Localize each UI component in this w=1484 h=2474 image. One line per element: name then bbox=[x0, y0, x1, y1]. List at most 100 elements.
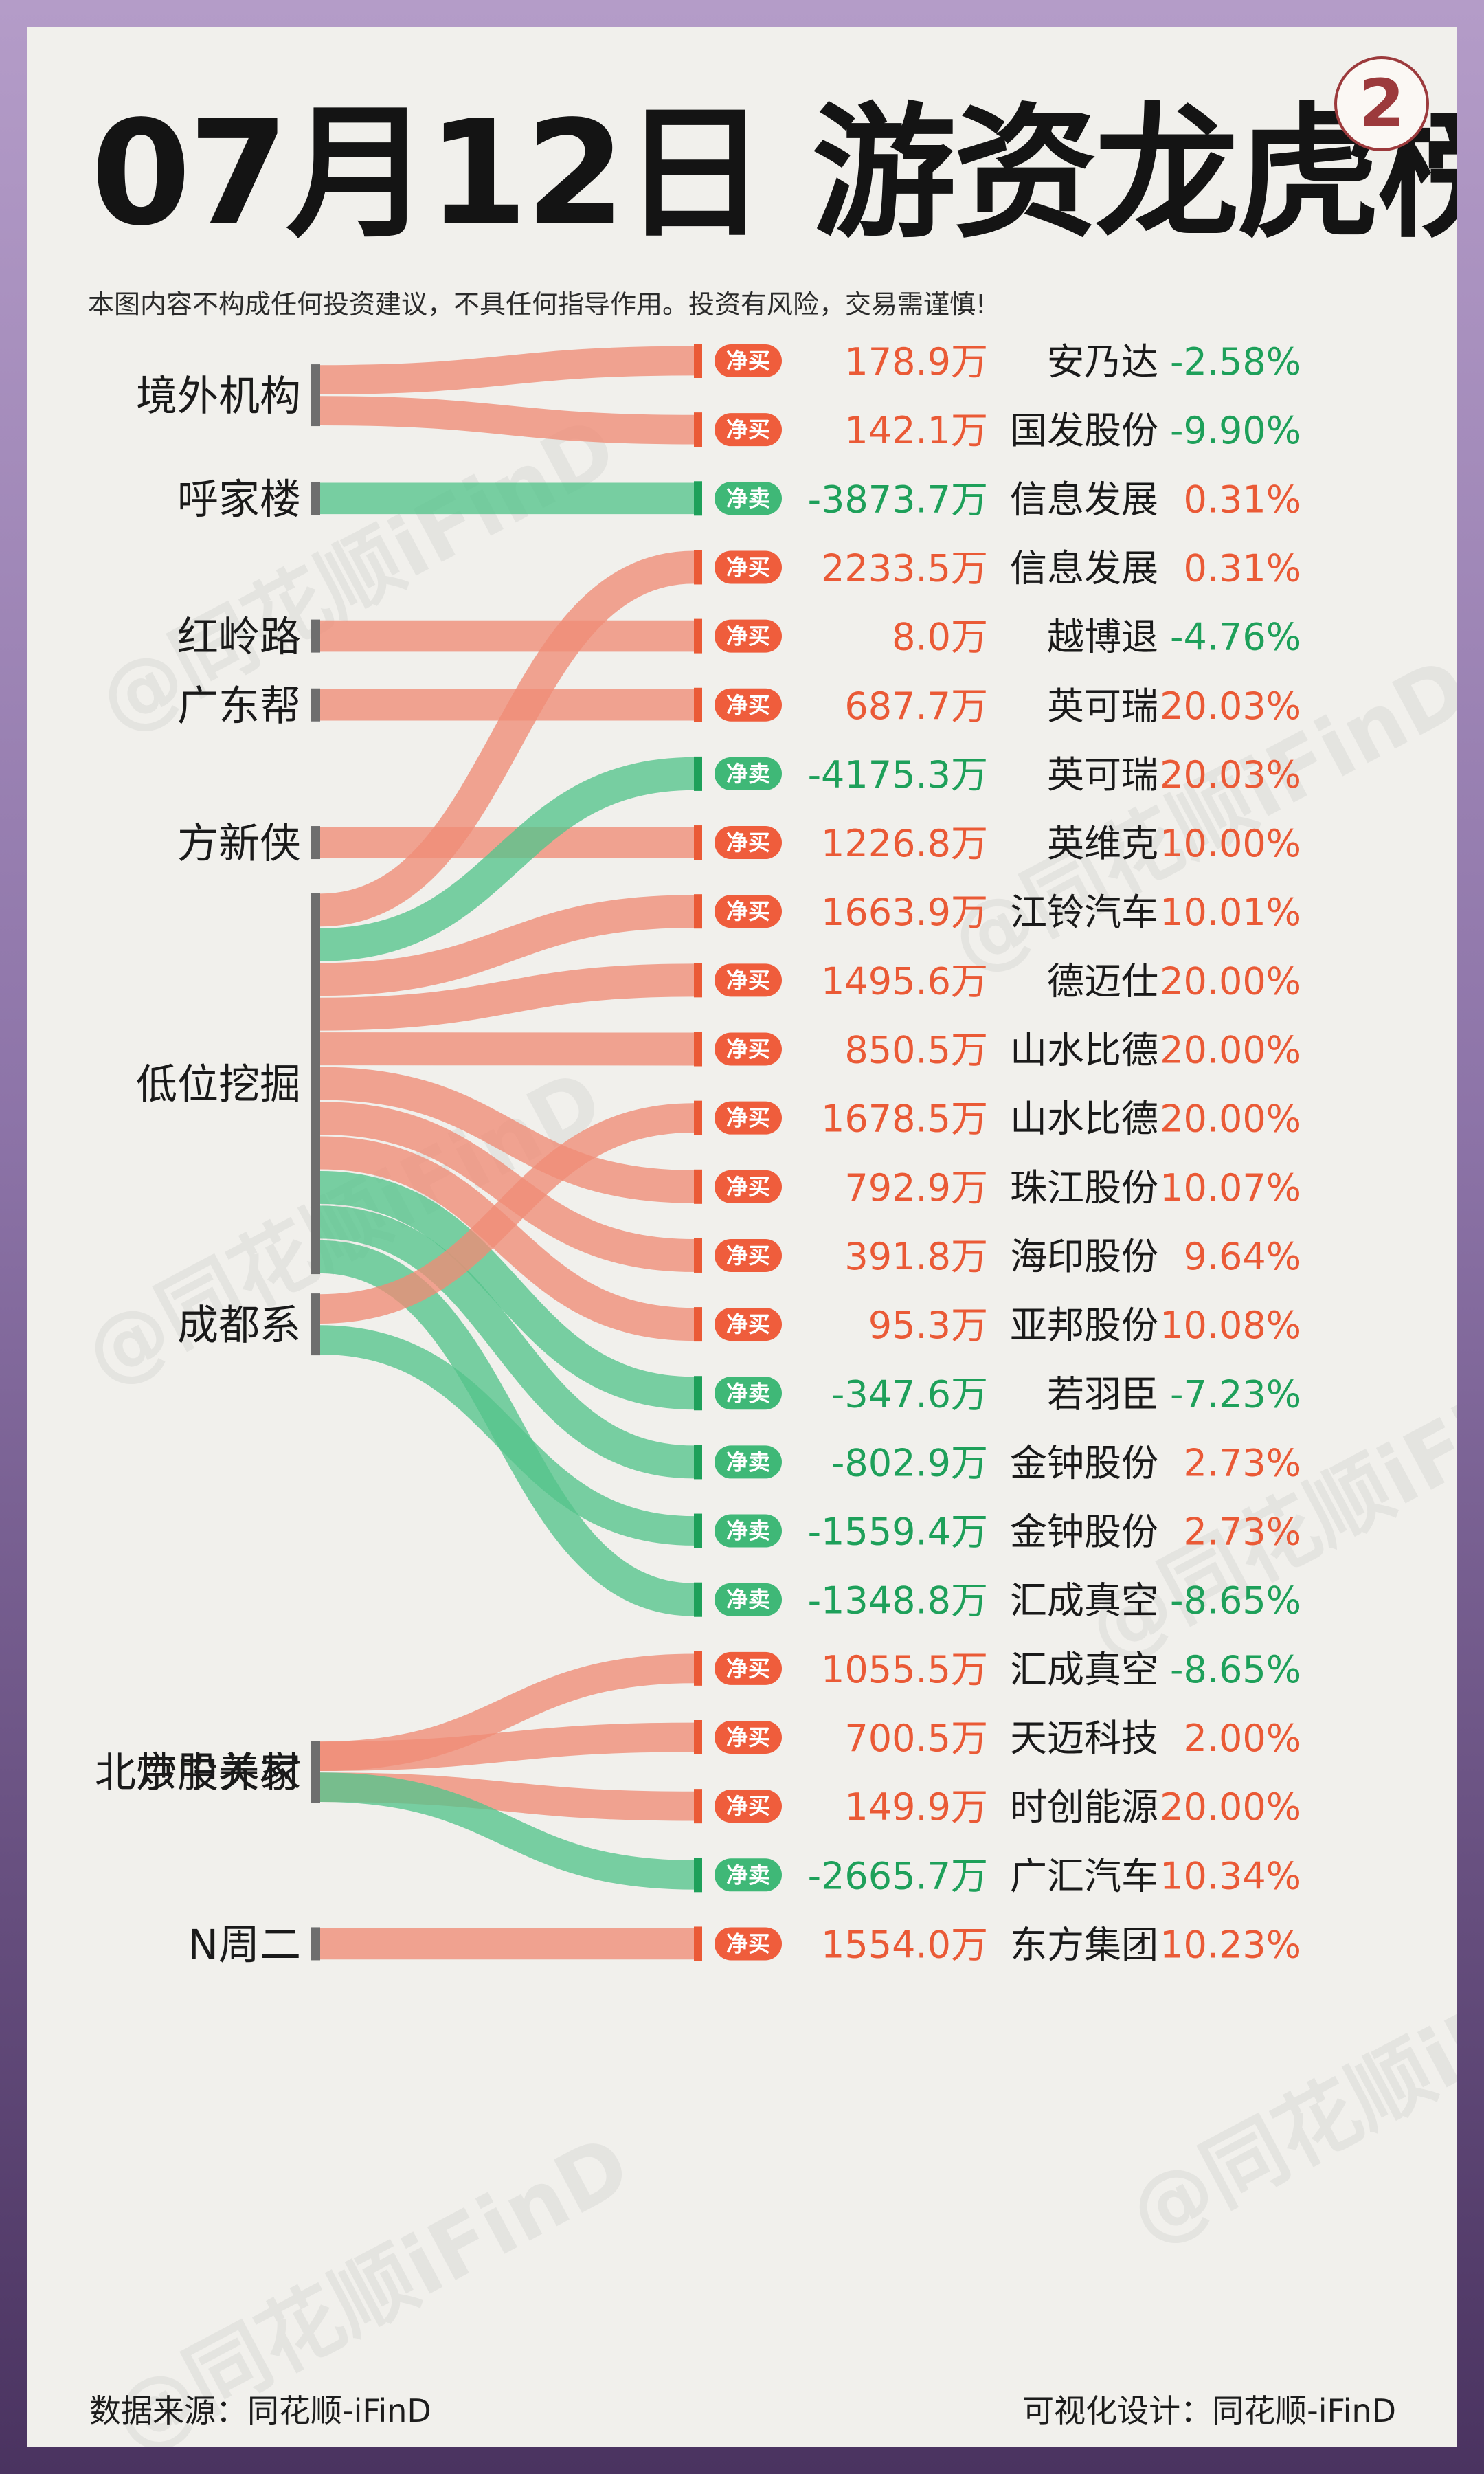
amount-label: 178.9万 bbox=[844, 340, 988, 383]
amount-label: 700.5万 bbox=[844, 1717, 988, 1760]
net-buy-pill bbox=[715, 1790, 782, 1823]
action-label: 净买 bbox=[726, 967, 770, 993]
change-pct-label: 20.03% bbox=[1160, 684, 1301, 728]
target-row: 净买 850.5万 山水比德 20.00% bbox=[694, 1029, 1301, 1072]
source-bar bbox=[311, 364, 320, 427]
source-label: 境外机构 bbox=[136, 372, 301, 421]
net-sell-pill bbox=[715, 1858, 782, 1892]
amount-label: 1495.6万 bbox=[821, 959, 988, 1003]
amount-label: 850.5万 bbox=[844, 1029, 988, 1072]
stock-name-label: 汇成真空 bbox=[1010, 1579, 1158, 1623]
target-marker bbox=[694, 1100, 702, 1135]
change-pct-label: -7.23% bbox=[1170, 1372, 1301, 1416]
amount-label: 1678.5万 bbox=[821, 1097, 988, 1141]
change-pct-label: 2.73% bbox=[1183, 1441, 1301, 1484]
amount-label: -802.9万 bbox=[831, 1441, 988, 1484]
flow-band bbox=[319, 1102, 695, 1272]
action-label: 净买 bbox=[726, 1036, 770, 1062]
action-label: 净买 bbox=[726, 348, 770, 374]
action-label: 净卖 bbox=[726, 1380, 770, 1406]
stock-name-label: 越博退 bbox=[1047, 616, 1158, 659]
net-sell-pill bbox=[715, 1514, 782, 1548]
source-bar bbox=[311, 619, 320, 653]
action-label: 净买 bbox=[726, 1242, 770, 1269]
net-buy-pill bbox=[715, 413, 782, 447]
target-marker bbox=[694, 1307, 702, 1342]
change-pct-label: 2.73% bbox=[1183, 1511, 1301, 1554]
action-label: 净买 bbox=[726, 416, 770, 443]
flow-band bbox=[319, 346, 695, 394]
target-marker bbox=[694, 344, 702, 378]
target-marker bbox=[694, 1858, 702, 1893]
target-row: 净买 792.9万 珠江股份 10.07% bbox=[694, 1166, 1301, 1210]
flow-band bbox=[319, 550, 695, 927]
action-label: 净卖 bbox=[726, 761, 770, 787]
design-credit-text: 可视化设计：同花顺-iFinD bbox=[1022, 2392, 1396, 2429]
stock-name-label: 英可瑞 bbox=[1047, 684, 1158, 728]
target-row: 净买 2233.5万 信息发展 0.31% bbox=[694, 546, 1301, 590]
stock-name-label: 信息发展 bbox=[1010, 478, 1158, 521]
action-label: 净买 bbox=[726, 623, 770, 649]
flow-band bbox=[319, 1067, 695, 1203]
source-bar bbox=[311, 688, 320, 722]
net-buy-pill bbox=[715, 895, 782, 928]
target-marker bbox=[694, 550, 702, 585]
net-buy-pill bbox=[715, 1238, 782, 1272]
net-buy-pill bbox=[715, 826, 782, 860]
target-marker bbox=[694, 618, 702, 654]
change-pct-label: 20.00% bbox=[1160, 1029, 1301, 1072]
stock-name-label: 海印股份 bbox=[1010, 1235, 1158, 1278]
source-label: 低位挖掘 bbox=[136, 1061, 301, 1109]
target-marker bbox=[694, 1651, 702, 1686]
target-marker bbox=[694, 1445, 702, 1480]
change-pct-label: 0.31% bbox=[1183, 478, 1301, 521]
change-pct-label: -4.76% bbox=[1170, 616, 1301, 659]
target-row: 净买 687.7万 英可瑞 20.03% bbox=[694, 684, 1301, 728]
flow-band bbox=[319, 396, 695, 445]
target-row: 净买 700.5万 天迈科技 2.00% bbox=[694, 1717, 1301, 1760]
amount-label: 1055.5万 bbox=[821, 1648, 988, 1691]
stock-name-label: 汇成真空 bbox=[1010, 1648, 1158, 1691]
target-row: 净卖 -2665.7万 广汇汽车 10.34% bbox=[694, 1854, 1301, 1897]
target-marker bbox=[694, 1032, 702, 1067]
source-label: 广东帮 bbox=[177, 682, 301, 731]
stock-name-label: 山水比德 bbox=[1010, 1029, 1158, 1072]
source-label: 方新侠 bbox=[177, 820, 301, 868]
target-row: 净买 142.1万 国发股份 -9.90% bbox=[694, 409, 1301, 452]
change-pct-label: -9.90% bbox=[1170, 409, 1301, 452]
stock-name-label: 信息发展 bbox=[1010, 546, 1158, 590]
change-pct-label: -8.65% bbox=[1170, 1648, 1301, 1691]
stock-name-label: 江铃汽车 bbox=[1010, 891, 1158, 934]
action-label: 净买 bbox=[726, 1174, 770, 1200]
action-label: 净买 bbox=[726, 1793, 770, 1819]
action-label: 净买 bbox=[726, 554, 770, 580]
action-label: 净卖 bbox=[726, 1518, 770, 1544]
target-row: 净卖 -1348.8万 汇成真空 -8.65% bbox=[694, 1579, 1301, 1623]
action-label: 净买 bbox=[726, 1724, 770, 1750]
infographic-card: 07月12日 游资龙虎榜 2 本图内容不构成任何投资建议，不具任何指导作用。投资… bbox=[27, 27, 1457, 2447]
amount-label: -4175.3万 bbox=[808, 753, 988, 796]
source-bar bbox=[311, 1741, 320, 1803]
source-label: 呼家楼 bbox=[177, 476, 301, 524]
stock-name-label: 金钟股份 bbox=[1010, 1511, 1158, 1554]
source-bar bbox=[311, 1927, 320, 1961]
target-row: 净卖 -347.6万 若羽臣 -7.23% bbox=[694, 1372, 1301, 1416]
change-pct-label: 9.64% bbox=[1183, 1235, 1301, 1278]
net-buy-pill bbox=[715, 1927, 782, 1961]
net-buy-pill bbox=[715, 1651, 782, 1685]
amount-label: 1663.9万 bbox=[821, 891, 988, 934]
flow-band bbox=[319, 757, 695, 961]
amount-label: 142.1万 bbox=[844, 409, 988, 452]
source-label: 炒股养家 bbox=[136, 1749, 301, 1797]
amount-label: 391.8万 bbox=[844, 1235, 988, 1278]
stock-name-label: 英维克 bbox=[1047, 822, 1158, 865]
net-buy-pill bbox=[715, 1308, 782, 1341]
page-number-badge: 2 bbox=[1334, 56, 1429, 151]
target-row: 净卖 -802.9万 金钟股份 2.73% bbox=[694, 1441, 1301, 1484]
stock-name-label: 广汇汽车 bbox=[1010, 1854, 1158, 1897]
source-label: 红岭路 bbox=[177, 614, 301, 662]
target-marker bbox=[694, 894, 702, 929]
action-label: 净买 bbox=[726, 898, 770, 924]
amount-label: -2665.7万 bbox=[808, 1854, 988, 1897]
target-marker bbox=[694, 1720, 702, 1754]
